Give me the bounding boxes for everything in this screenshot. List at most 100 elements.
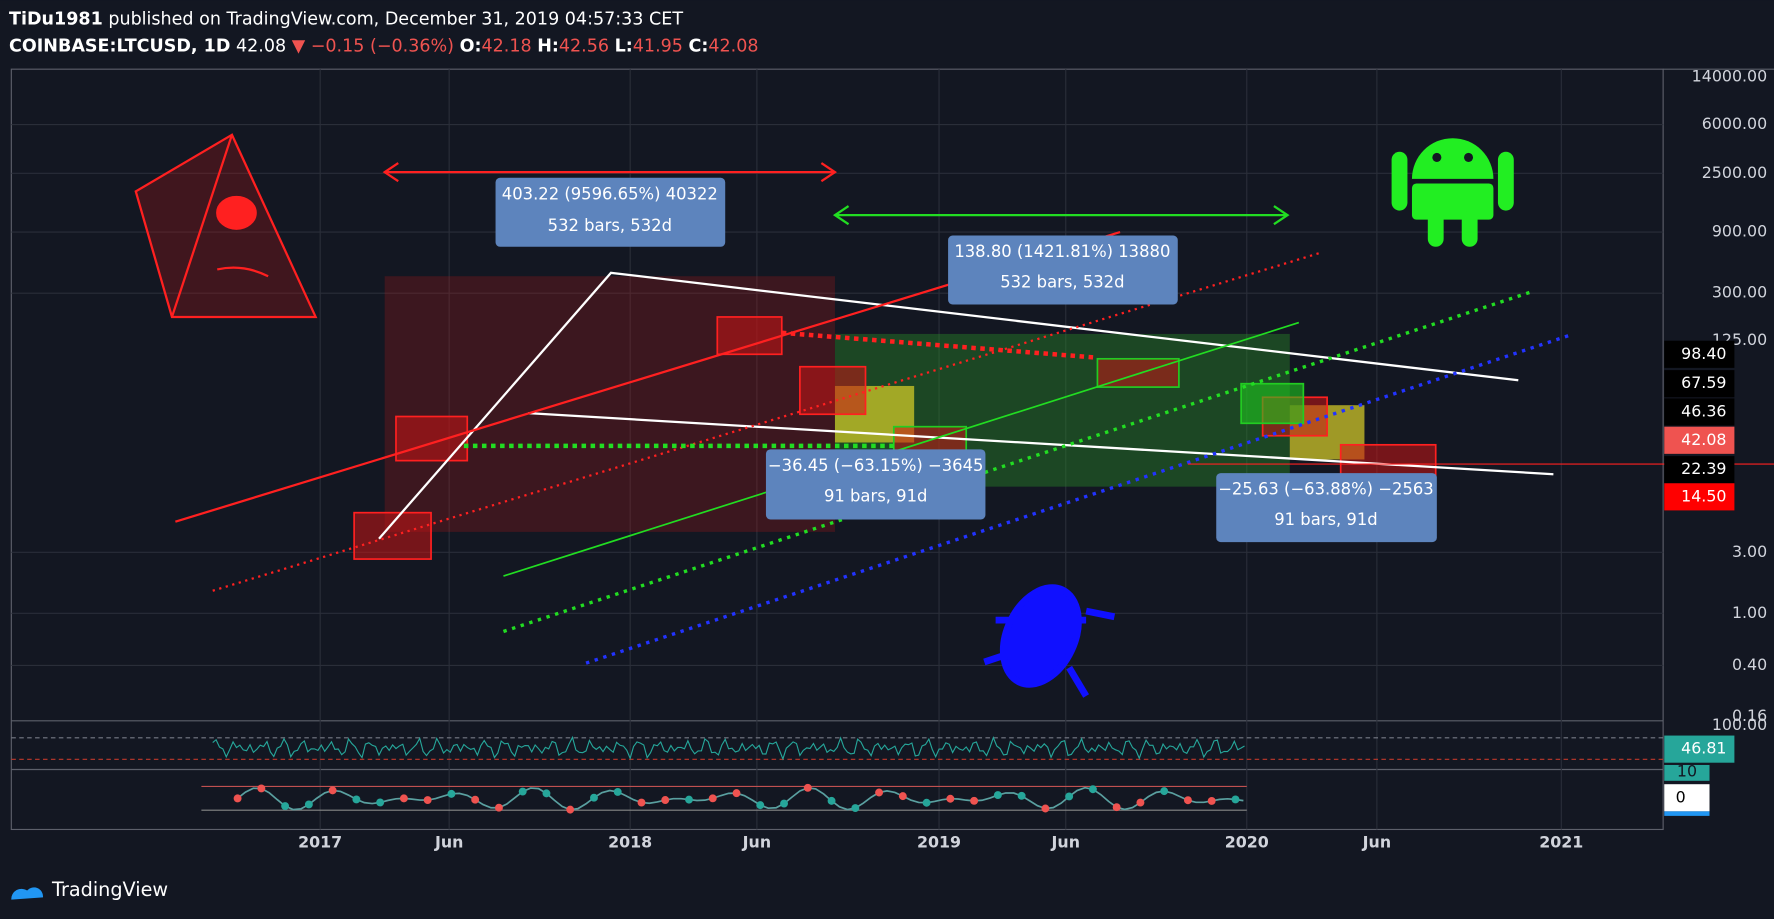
osc-dot (1160, 787, 1169, 796)
high-label: H: (537, 37, 559, 57)
price-tick-label: 3.00 (1732, 542, 1767, 561)
high: 42.56 (559, 37, 609, 57)
measure-text: 91 bars, 91d (824, 486, 927, 505)
published: published on TradingView.com, December 3… (108, 9, 683, 29)
android-icon-part (1391, 151, 1408, 211)
osc-dots (233, 783, 1240, 814)
android-icon-part (1427, 210, 1444, 247)
header-part: TiDu1981 published on TradingView.com, D… (9, 9, 683, 29)
price-tick-label: 300.00 (1712, 283, 1767, 302)
boxes-part (1339, 443, 1437, 477)
osc-dot (613, 787, 622, 796)
indicator-axis-part (1664, 811, 1710, 816)
bug-icon-part (983, 647, 1020, 666)
trend-lines-part (820, 162, 837, 183)
price-tick-label: 1.00 (1732, 603, 1767, 622)
osc-dot (1017, 791, 1026, 800)
price-badge (1664, 426, 1735, 454)
indicator-axis-part (1664, 784, 1710, 812)
measure-text: 403.22 (9596.65%) 40322 (502, 184, 718, 203)
close: 42.08 (708, 37, 758, 57)
android-icon (1391, 138, 1514, 247)
price-badge (1664, 370, 1735, 398)
osc-dot (471, 795, 480, 804)
time-tick-label: 2018 (608, 833, 652, 852)
time-tick-label: 2020 (1225, 833, 1269, 852)
android-icon-part (1464, 152, 1474, 162)
measurement-boxes-part (765, 449, 986, 520)
measure-text: 532 bars, 532d (1000, 273, 1124, 292)
chart-frame (10, 68, 1774, 831)
price-badge-label: 46.36 (1681, 401, 1726, 420)
bug-icon-part (1085, 607, 1116, 621)
osc-dot (875, 788, 884, 797)
rsi-value: 46.81 (1681, 739, 1726, 758)
header: TiDu1981 published on TradingView.com, D… (9, 9, 758, 56)
boxes-part (353, 511, 432, 560)
trend-lines-part (781, 330, 1098, 360)
trend-lines-part (212, 251, 1322, 592)
price-badge-label: 14.50 (1681, 486, 1726, 505)
measurement-boxes: 403.22 (9596.65%) 40322 532 bars, 532d 13… (495, 177, 1437, 543)
time-axis: 2017 Jun 2018 Jun 2019 Jun 2020 Jun 2021 (298, 833, 1583, 852)
osc-dot (851, 804, 860, 813)
osc-dot (1112, 803, 1121, 812)
boxes (353, 316, 1437, 560)
low-label: L: (615, 37, 633, 57)
price-tick-label: 0.40 (1732, 655, 1767, 674)
osc-dot (898, 792, 907, 801)
indicator-axis-part (1664, 735, 1735, 763)
low: 41.95 (633, 37, 683, 57)
osc-dot (566, 805, 575, 814)
price-badge-label: 98.40 (1681, 344, 1726, 363)
illuminati-part (170, 134, 234, 318)
trend-lines-part (378, 271, 1519, 540)
change: ▼ −0.15 (−0.36%) (292, 37, 454, 57)
osc-dot (685, 795, 693, 804)
price-badge-label: 22.39 (1681, 459, 1726, 478)
osc-dot (399, 794, 408, 803)
osc-dot (1041, 804, 1050, 813)
osc-dot (1065, 792, 1074, 801)
zones (384, 276, 1365, 532)
osc-dot (423, 796, 432, 805)
indicator-axis: 100.00 46.81 10 0 (1664, 715, 1767, 816)
osc-dot (993, 791, 1002, 800)
close-label: C: (689, 37, 709, 57)
measure-text: −36.45 (−63.15%) −3645 (768, 456, 984, 475)
price-tick-label: 6000.00 (1702, 114, 1767, 133)
price-badge-label: 42.08 (1681, 430, 1726, 449)
footer-part (11, 887, 44, 900)
osc-dot (756, 801, 765, 810)
osc-dot (708, 794, 717, 803)
android-icon-part (1461, 210, 1478, 247)
publisher: TiDu1981 (9, 9, 103, 29)
osc-top: 10 (1677, 761, 1697, 780)
measure-text: 138.80 (1421.81%) 13880 (954, 242, 1170, 261)
osc-dot (803, 783, 812, 792)
osc-dot (780, 799, 789, 808)
trend-lines-part (382, 162, 399, 183)
boxes-part (799, 365, 867, 416)
time-tick-label: 2019 (917, 833, 961, 852)
android-icon-part (1411, 183, 1494, 220)
android-icon-part (1432, 152, 1442, 162)
osc-dot (518, 787, 527, 796)
android-icon-part (1497, 151, 1514, 211)
open: 42.18 (481, 37, 531, 57)
osc-dot (827, 796, 836, 805)
boxes-part (716, 316, 783, 356)
chart-frame-part (10, 68, 1664, 831)
measurement-boxes-part (495, 177, 726, 247)
osc-dot (257, 784, 266, 793)
osc-dot (376, 798, 385, 807)
time-tick-label: 2017 (298, 833, 342, 852)
price-tick-label: 2500.00 (1702, 163, 1767, 182)
price-axis: 14000.006000.002500.00900.00300.00125.00… (1664, 67, 1767, 725)
osc-dot (281, 802, 290, 810)
osc-value: 0 (1676, 787, 1686, 806)
osc-dot (447, 789, 456, 798)
osc-dot (542, 789, 551, 798)
